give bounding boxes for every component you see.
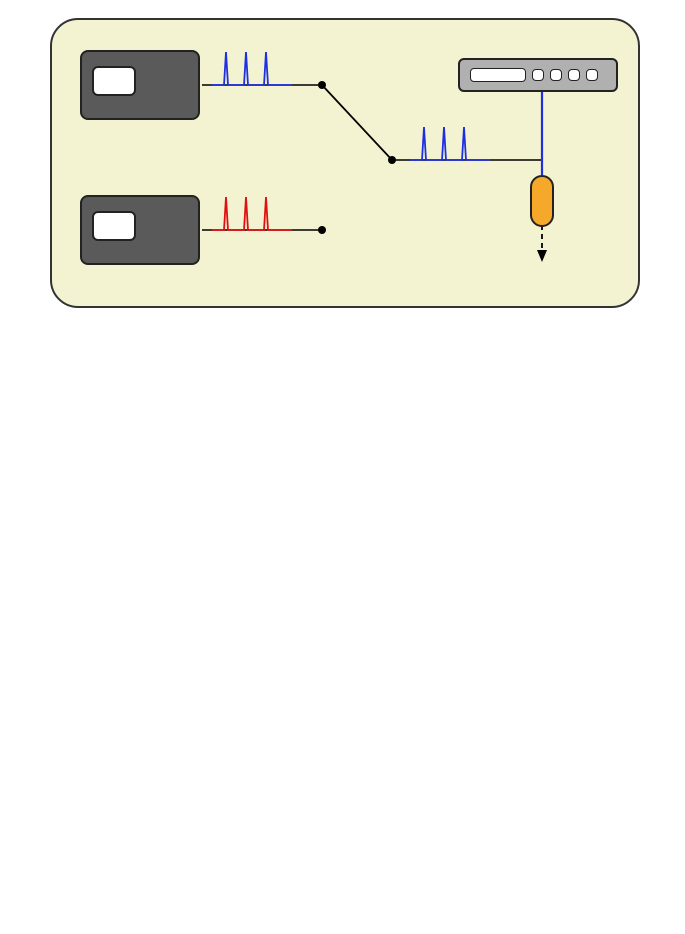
laser-dot-icon (550, 69, 562, 81)
heatmap-axes (5, 360, 645, 920)
heatmap-plot (70, 360, 582, 860)
laser-dot-icon (586, 69, 598, 81)
phase-modulator-box (530, 175, 554, 227)
cw-laser-box (458, 58, 618, 92)
colorbar-axes (597, 355, 667, 875)
laser-dot-icon (532, 69, 544, 81)
diagram-box (50, 18, 640, 308)
laser-slot-icon (470, 68, 526, 82)
laser-dot-icon (568, 69, 580, 81)
